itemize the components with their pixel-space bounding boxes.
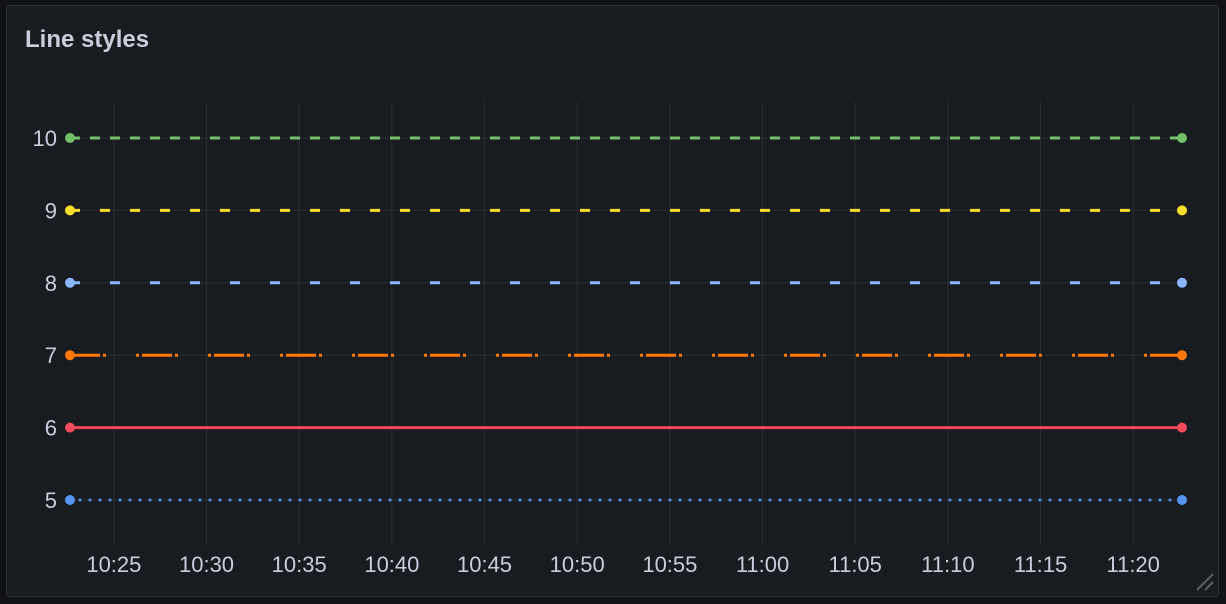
data-point [1177, 422, 1187, 433]
data-point [1177, 277, 1187, 288]
x-tick-label: 11:20 [1106, 552, 1159, 577]
x-tick-label: 11:00 [736, 552, 789, 577]
data-point [65, 422, 75, 433]
y-tick-label: 8 [45, 271, 57, 296]
y-tick-label: 6 [45, 416, 57, 441]
y-tick-label: 9 [45, 198, 57, 223]
x-tick-label: 11:05 [828, 552, 881, 577]
x-tick-label: 10:45 [457, 552, 512, 577]
x-tick-label: 10:30 [179, 552, 234, 577]
x-tick-label: 10:55 [642, 552, 697, 577]
data-point [1177, 133, 1187, 143]
x-tick-label: 10:25 [86, 552, 141, 577]
data-point [65, 133, 75, 143]
y-tick-label: 5 [45, 488, 57, 513]
x-tick-label: 11:15 [1014, 552, 1067, 577]
data-point [65, 350, 75, 361]
data-point [65, 277, 75, 288]
x-tick-label: 10:35 [272, 552, 327, 577]
x-tick-label: 11:10 [921, 552, 974, 577]
x-tick-label: 10:40 [364, 552, 419, 577]
data-point [65, 205, 75, 216]
y-tick-label: 10 [33, 126, 57, 151]
data-point [65, 495, 75, 505]
panel-title[interactable]: Line styles [25, 26, 150, 53]
x-tick-label: 10:50 [550, 552, 605, 577]
data-point [1177, 205, 1187, 216]
y-tick-label: 7 [45, 343, 57, 368]
chart-panel: Line styles [6, 5, 1219, 597]
data-point [1177, 350, 1187, 361]
data-point [1177, 495, 1187, 505]
